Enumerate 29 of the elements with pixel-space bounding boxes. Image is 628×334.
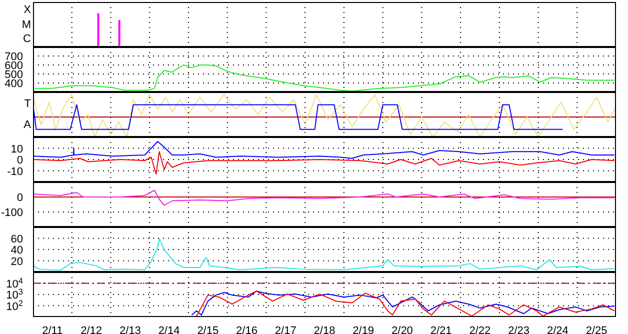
x-tick-label: 2/16: [236, 325, 258, 334]
x-tick-label: 2/21: [430, 325, 452, 334]
text: X: [24, 3, 31, 18]
y-tick-label: 60: [10, 233, 23, 246]
y-tick-label: -10: [7, 166, 23, 178]
y-tick-label: 20: [10, 256, 23, 268]
y-tick-label: 0: [16, 192, 23, 204]
x-tick-label: 2/19: [352, 325, 374, 334]
x-tick-label: 2/17: [274, 325, 296, 334]
x-tick-label: 2/25: [586, 325, 608, 334]
x-tick-label: 2/15: [197, 325, 219, 334]
x-tick-label: 2/11: [42, 325, 63, 334]
y-tick-label: -100: [0, 207, 23, 219]
y-tick-label: 10: [10, 143, 23, 156]
text: A: [24, 118, 31, 132]
x-tick-label: 2/20: [392, 325, 413, 334]
y-tick-label: 40: [10, 244, 23, 256]
text: C: [23, 32, 31, 46]
x-tick-label: 2/12: [80, 325, 102, 334]
x-tick-label: 2/14: [158, 325, 180, 334]
x-tick-label: 2/18: [314, 325, 336, 334]
y-tick-label: 0: [16, 154, 23, 166]
x-tick-label: 2/23: [508, 325, 530, 334]
text: M: [22, 18, 31, 32]
x-tick-label: 2/13: [119, 325, 141, 334]
text: T: [24, 97, 31, 112]
x-tick-label: 2/24: [546, 325, 568, 334]
y-tick-label: 400: [4, 78, 23, 90]
x-tick-label: 2/22: [469, 325, 491, 334]
